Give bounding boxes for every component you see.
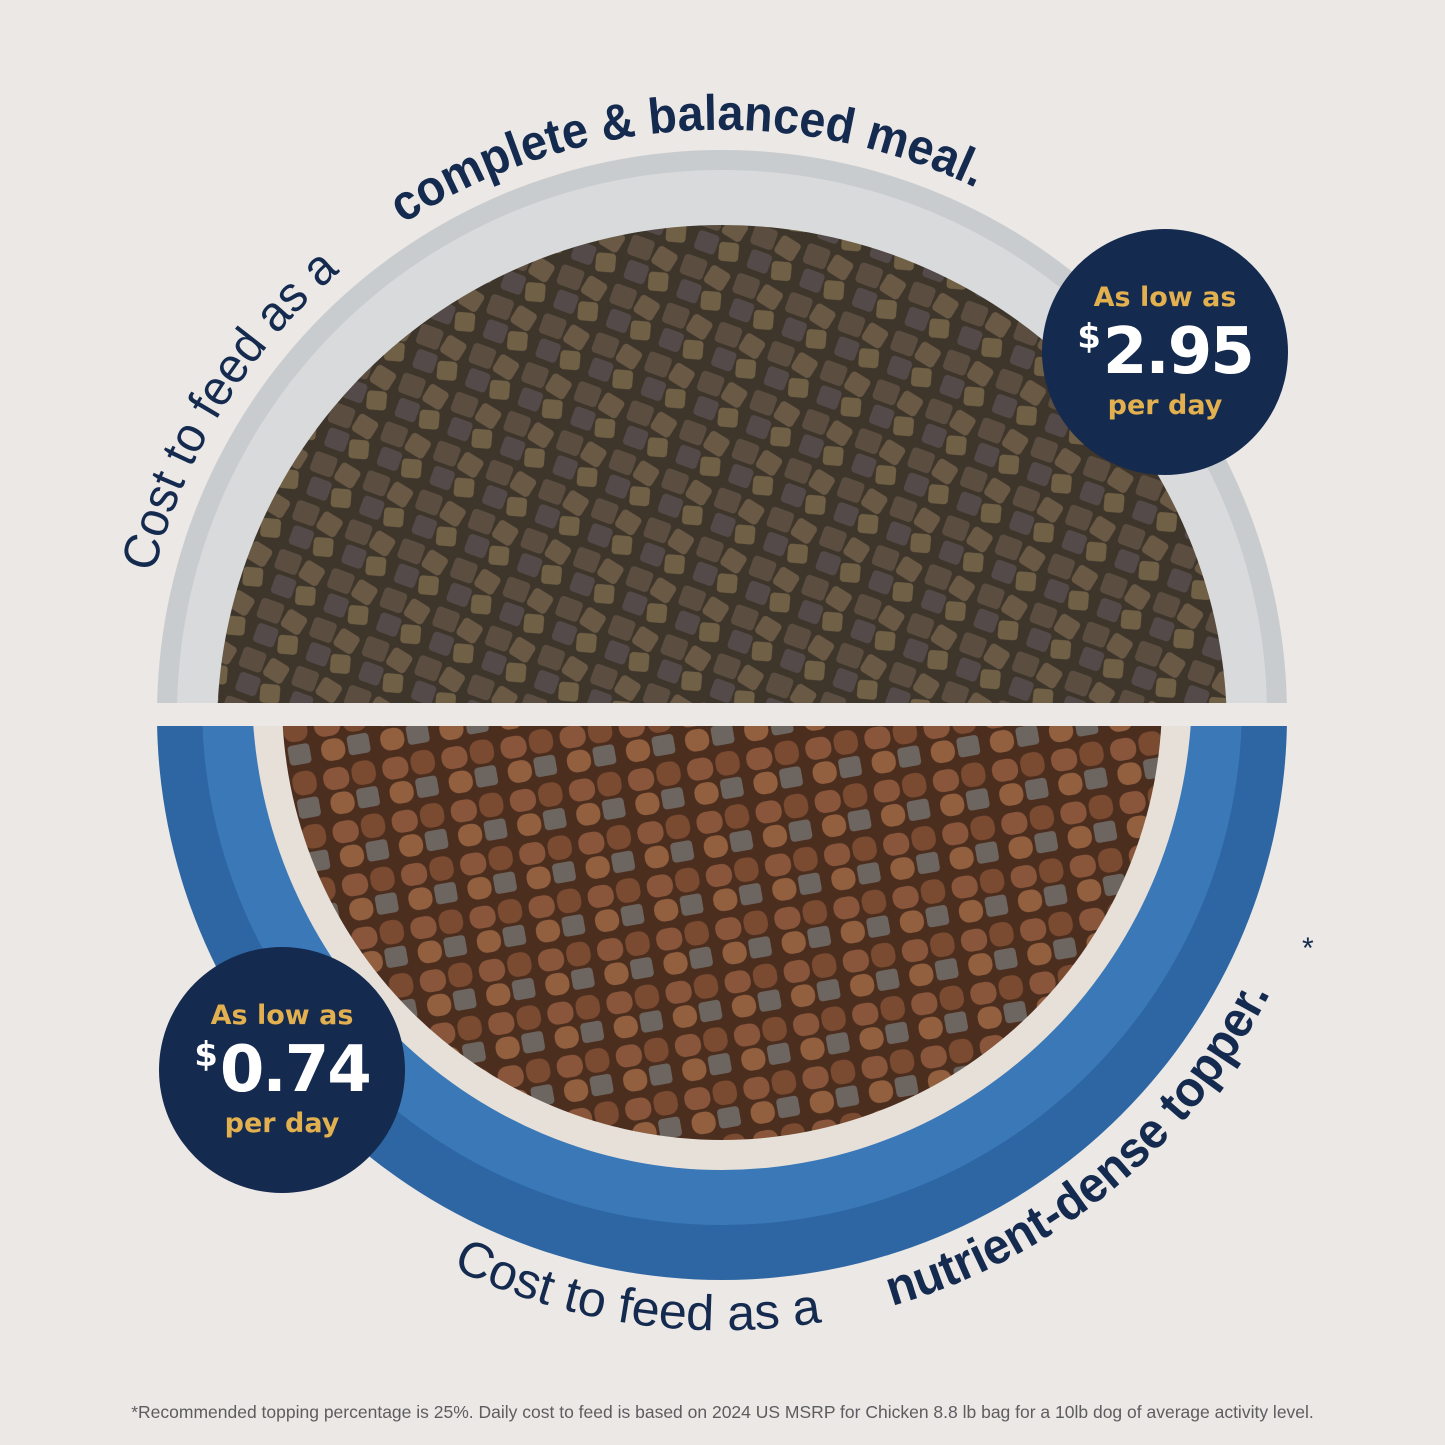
bottom-caption-asterisk: * <box>1302 932 1314 965</box>
badge-price: $0.74 <box>194 1033 372 1107</box>
topper-price-badge: As low as $0.74 per day <box>159 947 405 1193</box>
badge-unit: per day <box>224 1108 340 1139</box>
bottom-bowl <box>157 726 1287 1280</box>
badge-label: As low as <box>1093 282 1237 313</box>
top-bowl <box>157 150 1287 703</box>
badge-unit: per day <box>1107 390 1223 421</box>
meal-price-badge: As low as $2.95 per day <box>1042 229 1288 475</box>
badge-price: $2.95 <box>1077 315 1255 389</box>
badge-amount: 2.95 <box>1102 315 1255 389</box>
badge-currency: $ <box>194 1035 218 1075</box>
badge-currency: $ <box>1077 317 1101 357</box>
footnote: *Recommended topping percentage is 25%. … <box>131 1402 1314 1422</box>
badge-amount: 0.74 <box>219 1033 372 1107</box>
badge-label: As low as <box>210 1000 354 1031</box>
